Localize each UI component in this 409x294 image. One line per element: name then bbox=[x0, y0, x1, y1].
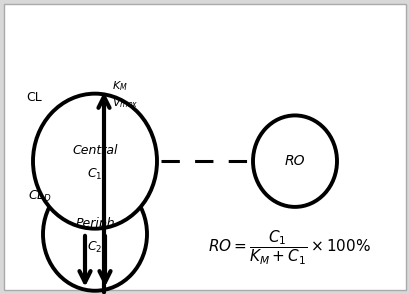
Text: $C_1$: $C_1$ bbox=[87, 167, 103, 182]
Text: RO: RO bbox=[284, 154, 305, 168]
Text: $V_{max}$: $V_{max}$ bbox=[112, 96, 138, 110]
Text: $CL_D$: $CL_D$ bbox=[28, 188, 52, 203]
Text: $\mathit{RO} = \dfrac{C_1}{K_M + C_1} \times 100\%$: $\mathit{RO} = \dfrac{C_1}{K_M + C_1} \t… bbox=[208, 229, 371, 267]
Text: $K_M$: $K_M$ bbox=[112, 79, 128, 93]
Text: $C_2$: $C_2$ bbox=[87, 240, 102, 255]
Text: Central: Central bbox=[72, 144, 117, 157]
Text: Periph: Periph bbox=[75, 217, 115, 230]
Ellipse shape bbox=[33, 94, 157, 229]
Text: CL: CL bbox=[26, 91, 42, 104]
Ellipse shape bbox=[43, 178, 147, 291]
Ellipse shape bbox=[252, 116, 336, 207]
